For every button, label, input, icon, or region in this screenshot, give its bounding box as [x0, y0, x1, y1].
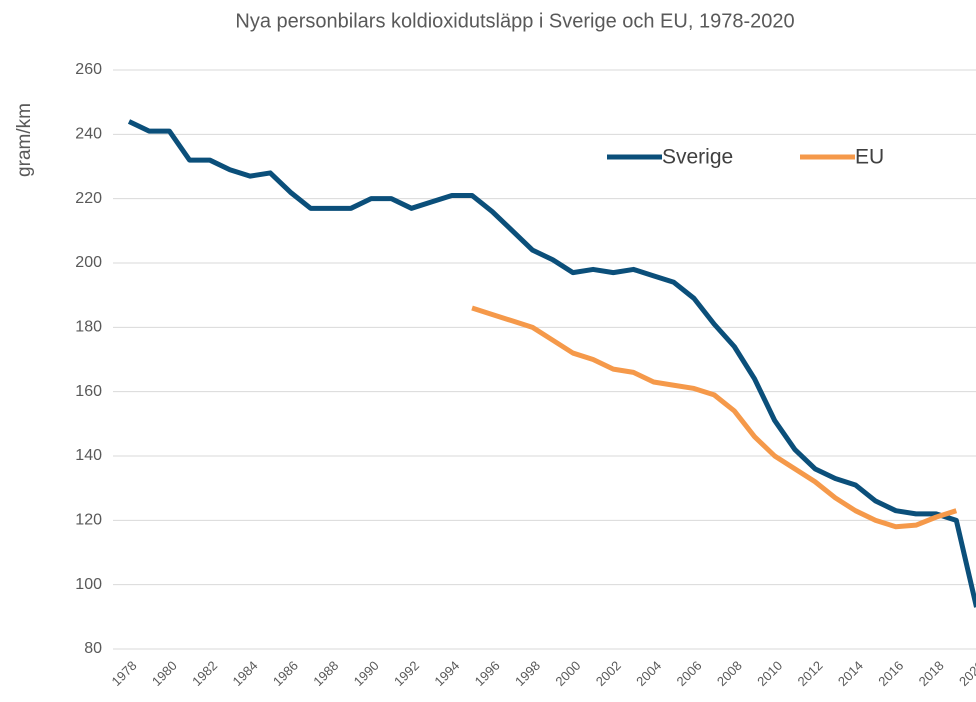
x-tick-label: 2002	[593, 658, 624, 689]
x-tick-label: 2010	[754, 658, 785, 689]
y-tick-label: 220	[75, 190, 102, 207]
series-line	[471, 305, 958, 530]
x-tick-label: 1994	[431, 658, 462, 689]
x-tick-label: 1998	[512, 658, 543, 689]
y-tick-label: 180	[75, 319, 102, 336]
y-tick-label: 120	[75, 512, 102, 529]
x-tick-label: 1988	[310, 658, 341, 689]
y-tick-label: 200	[75, 254, 102, 271]
legend-label: EU	[855, 146, 884, 169]
x-tick-label: 2012	[795, 658, 826, 689]
x-tick-label: 1984	[230, 658, 261, 689]
x-tick-label: 1982	[189, 658, 220, 689]
x-tick-label: 2004	[633, 658, 664, 689]
x-tick-label: 2014	[835, 658, 866, 689]
x-tick-label: 1980	[149, 658, 180, 689]
x-tick-label: 2000	[552, 658, 583, 689]
chart-title: Nya personbilars koldioxidutsläpp i Sver…	[235, 10, 794, 32]
y-tick-label: 140	[75, 447, 102, 464]
x-tick-label: 2006	[673, 658, 704, 689]
x-tick-label: 1996	[472, 658, 503, 689]
y-tick-label: 240	[75, 126, 102, 143]
x-tick-label: 2016	[875, 658, 906, 689]
y-tick-label: 160	[75, 383, 102, 400]
y-tick-label: 80	[84, 640, 102, 657]
series-line	[127, 119, 976, 608]
legend-label: Sverige	[662, 146, 733, 169]
y-tick-label: 260	[75, 61, 102, 78]
x-tick-label: 1978	[108, 658, 139, 689]
x-tick-label: 2018	[916, 658, 947, 689]
x-tick-label: 1986	[270, 658, 301, 689]
legend: Sverige EU	[607, 146, 884, 169]
y-axis-label: gram/km	[14, 103, 35, 177]
x-tick-label: 1990	[351, 658, 382, 689]
x-tick-label: 2008	[714, 658, 745, 689]
y-tick-label: 100	[75, 576, 102, 593]
x-tick-label: 1992	[391, 658, 422, 689]
x-tick-label: 2020	[956, 658, 976, 689]
